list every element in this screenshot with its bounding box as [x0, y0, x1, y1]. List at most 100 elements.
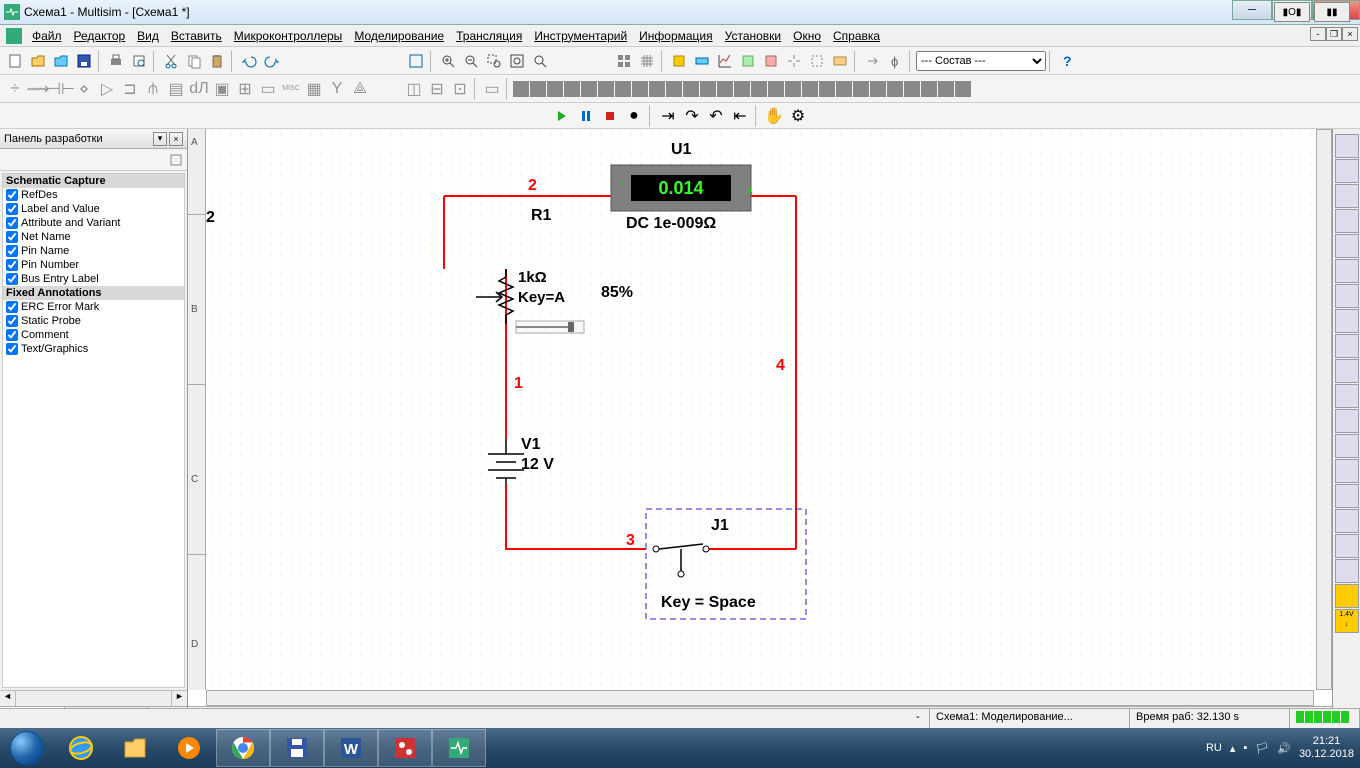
instr-labview[interactable]: [1335, 584, 1359, 608]
tree-check[interactable]: [6, 203, 18, 215]
save-button[interactable]: [73, 50, 95, 72]
task-word[interactable]: W: [324, 729, 378, 767]
instr-multimeter[interactable]: [1335, 134, 1359, 158]
zoom-in-button[interactable]: [437, 50, 459, 72]
pan-button[interactable]: ✋: [763, 105, 785, 127]
open-sample-button[interactable]: [50, 50, 72, 72]
comp-2[interactable]: ⟿: [27, 78, 49, 100]
instr-logic-an[interactable]: [1335, 334, 1359, 358]
stop-button[interactable]: [599, 105, 621, 127]
open-button[interactable]: [27, 50, 49, 72]
paste-button[interactable]: [206, 50, 228, 72]
zoom-fit-button[interactable]: [506, 50, 528, 72]
pause-button[interactable]: [575, 105, 597, 127]
instr-4ch[interactable]: [1335, 234, 1359, 258]
menu-file[interactable]: Файл: [26, 27, 68, 45]
comp-10[interactable]: ▣: [211, 78, 233, 100]
menu-edit[interactable]: Редактор: [68, 27, 132, 45]
tree-check[interactable]: [6, 329, 18, 341]
probe-button[interactable]: ⚙: [787, 105, 809, 127]
panel-close-button[interactable]: ×: [169, 132, 183, 146]
step-back-button[interactable]: ⇤: [729, 105, 751, 127]
print-preview-button[interactable]: [128, 50, 150, 72]
tb-elec-button[interactable]: [783, 50, 805, 72]
tray-lang[interactable]: RU: [1206, 742, 1222, 754]
instr-scope[interactable]: [1335, 209, 1359, 233]
menu-insert[interactable]: Вставить: [165, 27, 228, 45]
cut-button[interactable]: [160, 50, 182, 72]
comp-15[interactable]: Y: [326, 78, 348, 100]
tb-post-button[interactable]: [737, 50, 759, 72]
zoom-out-button[interactable]: [460, 50, 482, 72]
menu-transfer[interactable]: Трансляция: [450, 27, 528, 45]
instr-fgen[interactable]: [1335, 159, 1359, 183]
instr-dist[interactable]: [1335, 409, 1359, 433]
comp-7[interactable]: ⫛: [142, 78, 164, 100]
task-wmp[interactable]: [162, 729, 216, 767]
tb-sel-button[interactable]: [806, 50, 828, 72]
mdi-restore-button[interactable]: ❐: [1326, 27, 1342, 41]
canvas-vscroll[interactable]: [1316, 129, 1332, 690]
comp-9[interactable]: dЛ: [188, 78, 210, 100]
task-save[interactable]: [270, 729, 324, 767]
instr-ag-mm[interactable]: [1335, 509, 1359, 533]
task-multisim[interactable]: [432, 729, 486, 767]
tray-up-icon[interactable]: ▴: [1230, 742, 1236, 755]
step-into-button[interactable]: ⇥: [657, 105, 679, 127]
schematic-canvas[interactable]: 0.014 + - A: [206, 129, 1314, 690]
comp-3[interactable]: ⊣⊢: [50, 78, 72, 100]
comp-16[interactable]: ⟁: [349, 78, 371, 100]
tree-check[interactable]: [6, 273, 18, 285]
tray-action-icon[interactable]: 🏳: [1255, 742, 1269, 755]
zoom-100-button[interactable]: [529, 50, 551, 72]
tb-comp-button[interactable]: [691, 50, 713, 72]
comp-14[interactable]: ▦: [303, 78, 325, 100]
comp-4[interactable]: ⋄: [73, 78, 95, 100]
comp-8[interactable]: ▤: [165, 78, 187, 100]
instr-ag-scope[interactable]: [1335, 534, 1359, 558]
menu-reports[interactable]: Информация: [633, 27, 718, 45]
menu-mcu[interactable]: Микроконтроллеры: [228, 27, 349, 45]
instr-bode[interactable]: [1335, 259, 1359, 283]
new-button[interactable]: [4, 50, 26, 72]
tb-help-button[interactable]: ϕ: [884, 50, 906, 72]
tree-check[interactable]: [6, 245, 18, 257]
hs-right[interactable]: ►: [171, 691, 187, 706]
menu-help[interactable]: Справка: [827, 27, 886, 45]
comp-19[interactable]: ⊡: [449, 78, 471, 100]
menu-window[interactable]: Окно: [787, 27, 827, 45]
step-out-button[interactable]: ↶: [705, 105, 727, 127]
instr-tek[interactable]: [1335, 559, 1359, 583]
tree-check[interactable]: [6, 217, 18, 229]
menu-view[interactable]: Вид: [131, 27, 165, 45]
task-chrome[interactable]: [216, 729, 270, 767]
canvas-hscroll[interactable]: [206, 690, 1314, 706]
comp-17[interactable]: ◫: [403, 78, 425, 100]
tree-check[interactable]: [6, 301, 18, 313]
sim-pause-switch[interactable]: ▮▮: [1314, 2, 1350, 22]
window-minimize-button[interactable]: ─: [1232, 0, 1272, 20]
instr-ag-fg[interactable]: [1335, 484, 1359, 508]
compose-select[interactable]: --- Состав ---: [916, 51, 1046, 71]
task-ie[interactable]: [54, 729, 108, 767]
comp-misc[interactable]: MISC: [280, 78, 302, 100]
menu-options[interactable]: Установки: [719, 27, 787, 45]
panel-dropdown-button[interactable]: ▾: [153, 132, 167, 146]
instr-watt[interactable]: [1335, 184, 1359, 208]
tree-check[interactable]: [6, 343, 18, 355]
comp-1[interactable]: ÷: [4, 78, 26, 100]
zoom-area-button[interactable]: [483, 50, 505, 72]
tb-db-button[interactable]: [668, 50, 690, 72]
record-button[interactable]: ●: [623, 105, 645, 127]
sim-run-switch[interactable]: ▮O▮: [1274, 2, 1310, 22]
full-screen-button[interactable]: [405, 50, 427, 72]
tray-flag-icon[interactable]: ▪: [1243, 742, 1247, 754]
tb-grid-button[interactable]: [636, 50, 658, 72]
tb-graph-button[interactable]: [714, 50, 736, 72]
instr-freq[interactable]: [1335, 284, 1359, 308]
panel-tree[interactable]: Schematic Capture RefDes Label and Value…: [2, 173, 185, 688]
comp-5[interactable]: ▷: [96, 78, 118, 100]
instr-net[interactable]: [1335, 459, 1359, 483]
mdi-minimize-button[interactable]: -: [1310, 27, 1326, 41]
instr-wordgen[interactable]: [1335, 309, 1359, 333]
